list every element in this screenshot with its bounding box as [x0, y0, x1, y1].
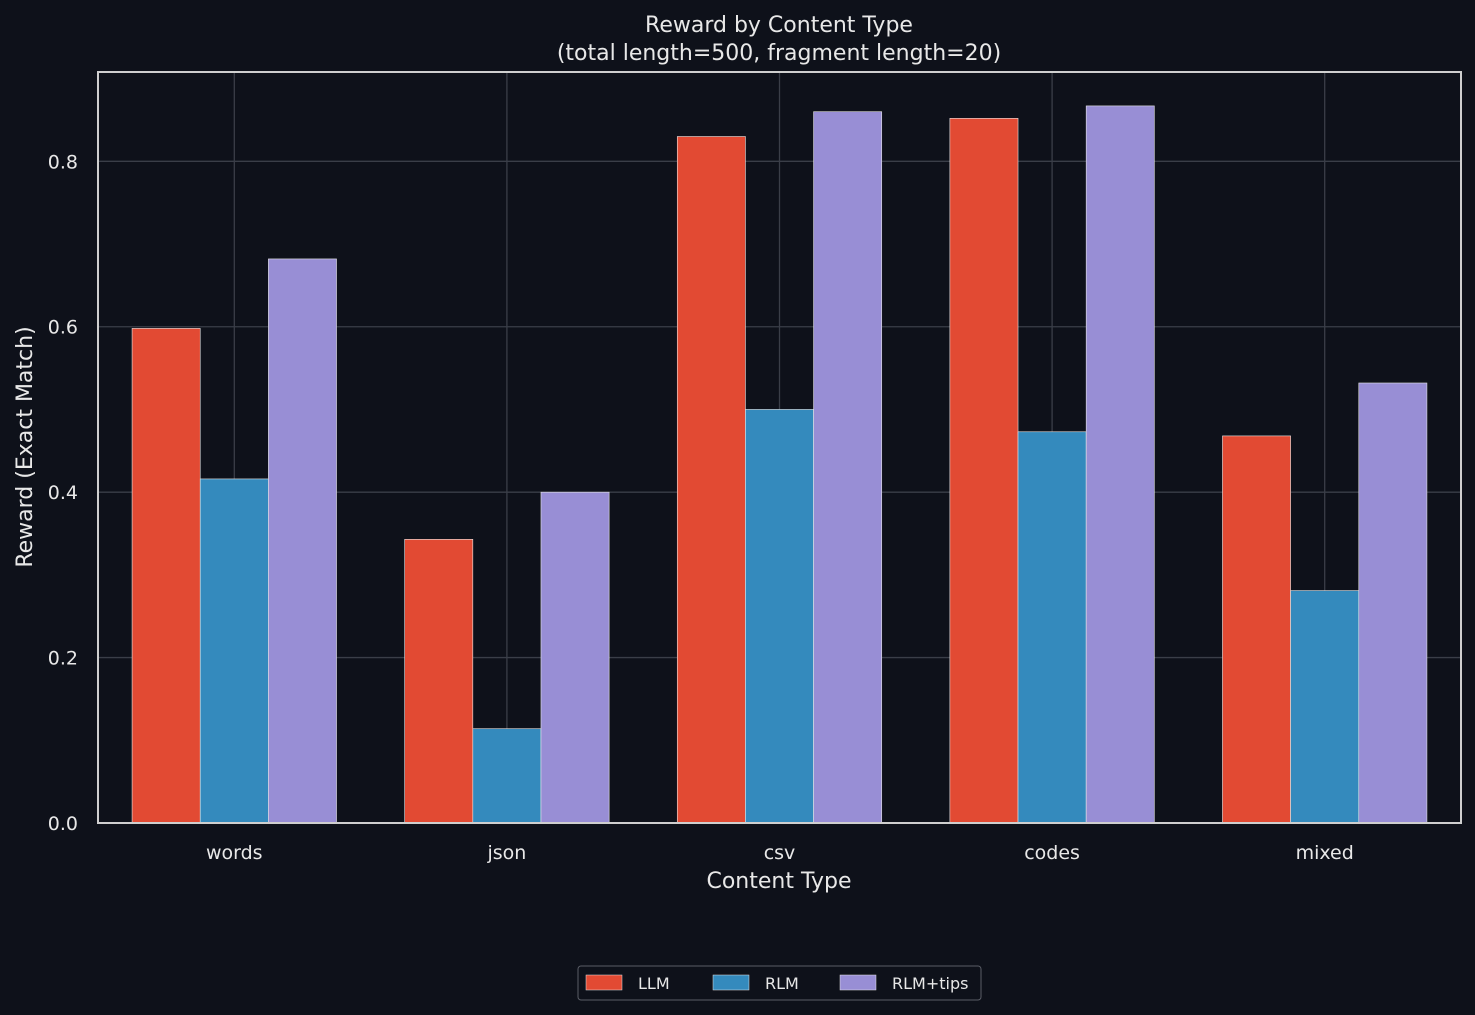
bar-rlm-words — [199, 478, 269, 824]
y-tick-label: 0.2 — [48, 648, 78, 670]
legend-label: LLM — [638, 974, 670, 993]
x-tick-label: codes — [1024, 842, 1080, 864]
y-axis-label: Reward (Exact Match) — [13, 326, 38, 567]
bar-rlm-tips-words — [268, 258, 337, 824]
bars — [131, 105, 1428, 824]
legend-label: RLM — [765, 974, 799, 993]
x-axis-ticks: words json csv codes mixed — [206, 842, 1354, 864]
x-tick-label: csv — [764, 842, 796, 864]
x-axis-label: Content Type — [706, 869, 851, 894]
x-tick-label: json — [486, 842, 526, 864]
bar-rlm-json — [472, 728, 542, 824]
y-tick-label: 0.8 — [48, 151, 78, 173]
legend-swatch — [712, 974, 750, 991]
y-axis-ticks: 0.0 0.2 0.4 0.6 0.8 — [48, 151, 78, 835]
bar-llm-csv — [676, 136, 746, 824]
legend: LLM RLM RLM+tips — [577, 965, 982, 1001]
bar-rlm-mixed — [1290, 590, 1360, 824]
y-tick-label: 0.4 — [48, 482, 78, 504]
bar-rlm-tips-csv — [813, 111, 883, 824]
bar-rlm-codes — [1017, 431, 1087, 824]
plot-frame — [97, 71, 1462, 824]
y-tick-label: 0.0 — [48, 813, 78, 835]
bar-llm-words — [131, 328, 201, 824]
chart-subtitle: (total length=500, fragment length=20) — [557, 41, 1001, 66]
bar-rlm-tips-codes — [1085, 105, 1155, 824]
bar-rlm-csv — [745, 409, 814, 824]
bar-llm-json — [404, 539, 474, 824]
x-tick-label: words — [206, 842, 263, 864]
legend-box — [577, 965, 982, 1001]
legend-swatch — [839, 974, 877, 991]
legend-label: RLM+tips — [892, 974, 968, 993]
chart-title: Reward by Content Type — [645, 13, 913, 38]
bar-llm-codes — [949, 118, 1019, 824]
legend-swatch — [585, 974, 623, 991]
bar-rlm-tips-mixed — [1358, 382, 1428, 824]
bar-llm-mixed — [1222, 435, 1291, 824]
bar-rlm-tips-json — [540, 491, 610, 824]
y-tick-label: 0.6 — [48, 317, 78, 339]
x-tick-label: mixed — [1296, 842, 1354, 864]
